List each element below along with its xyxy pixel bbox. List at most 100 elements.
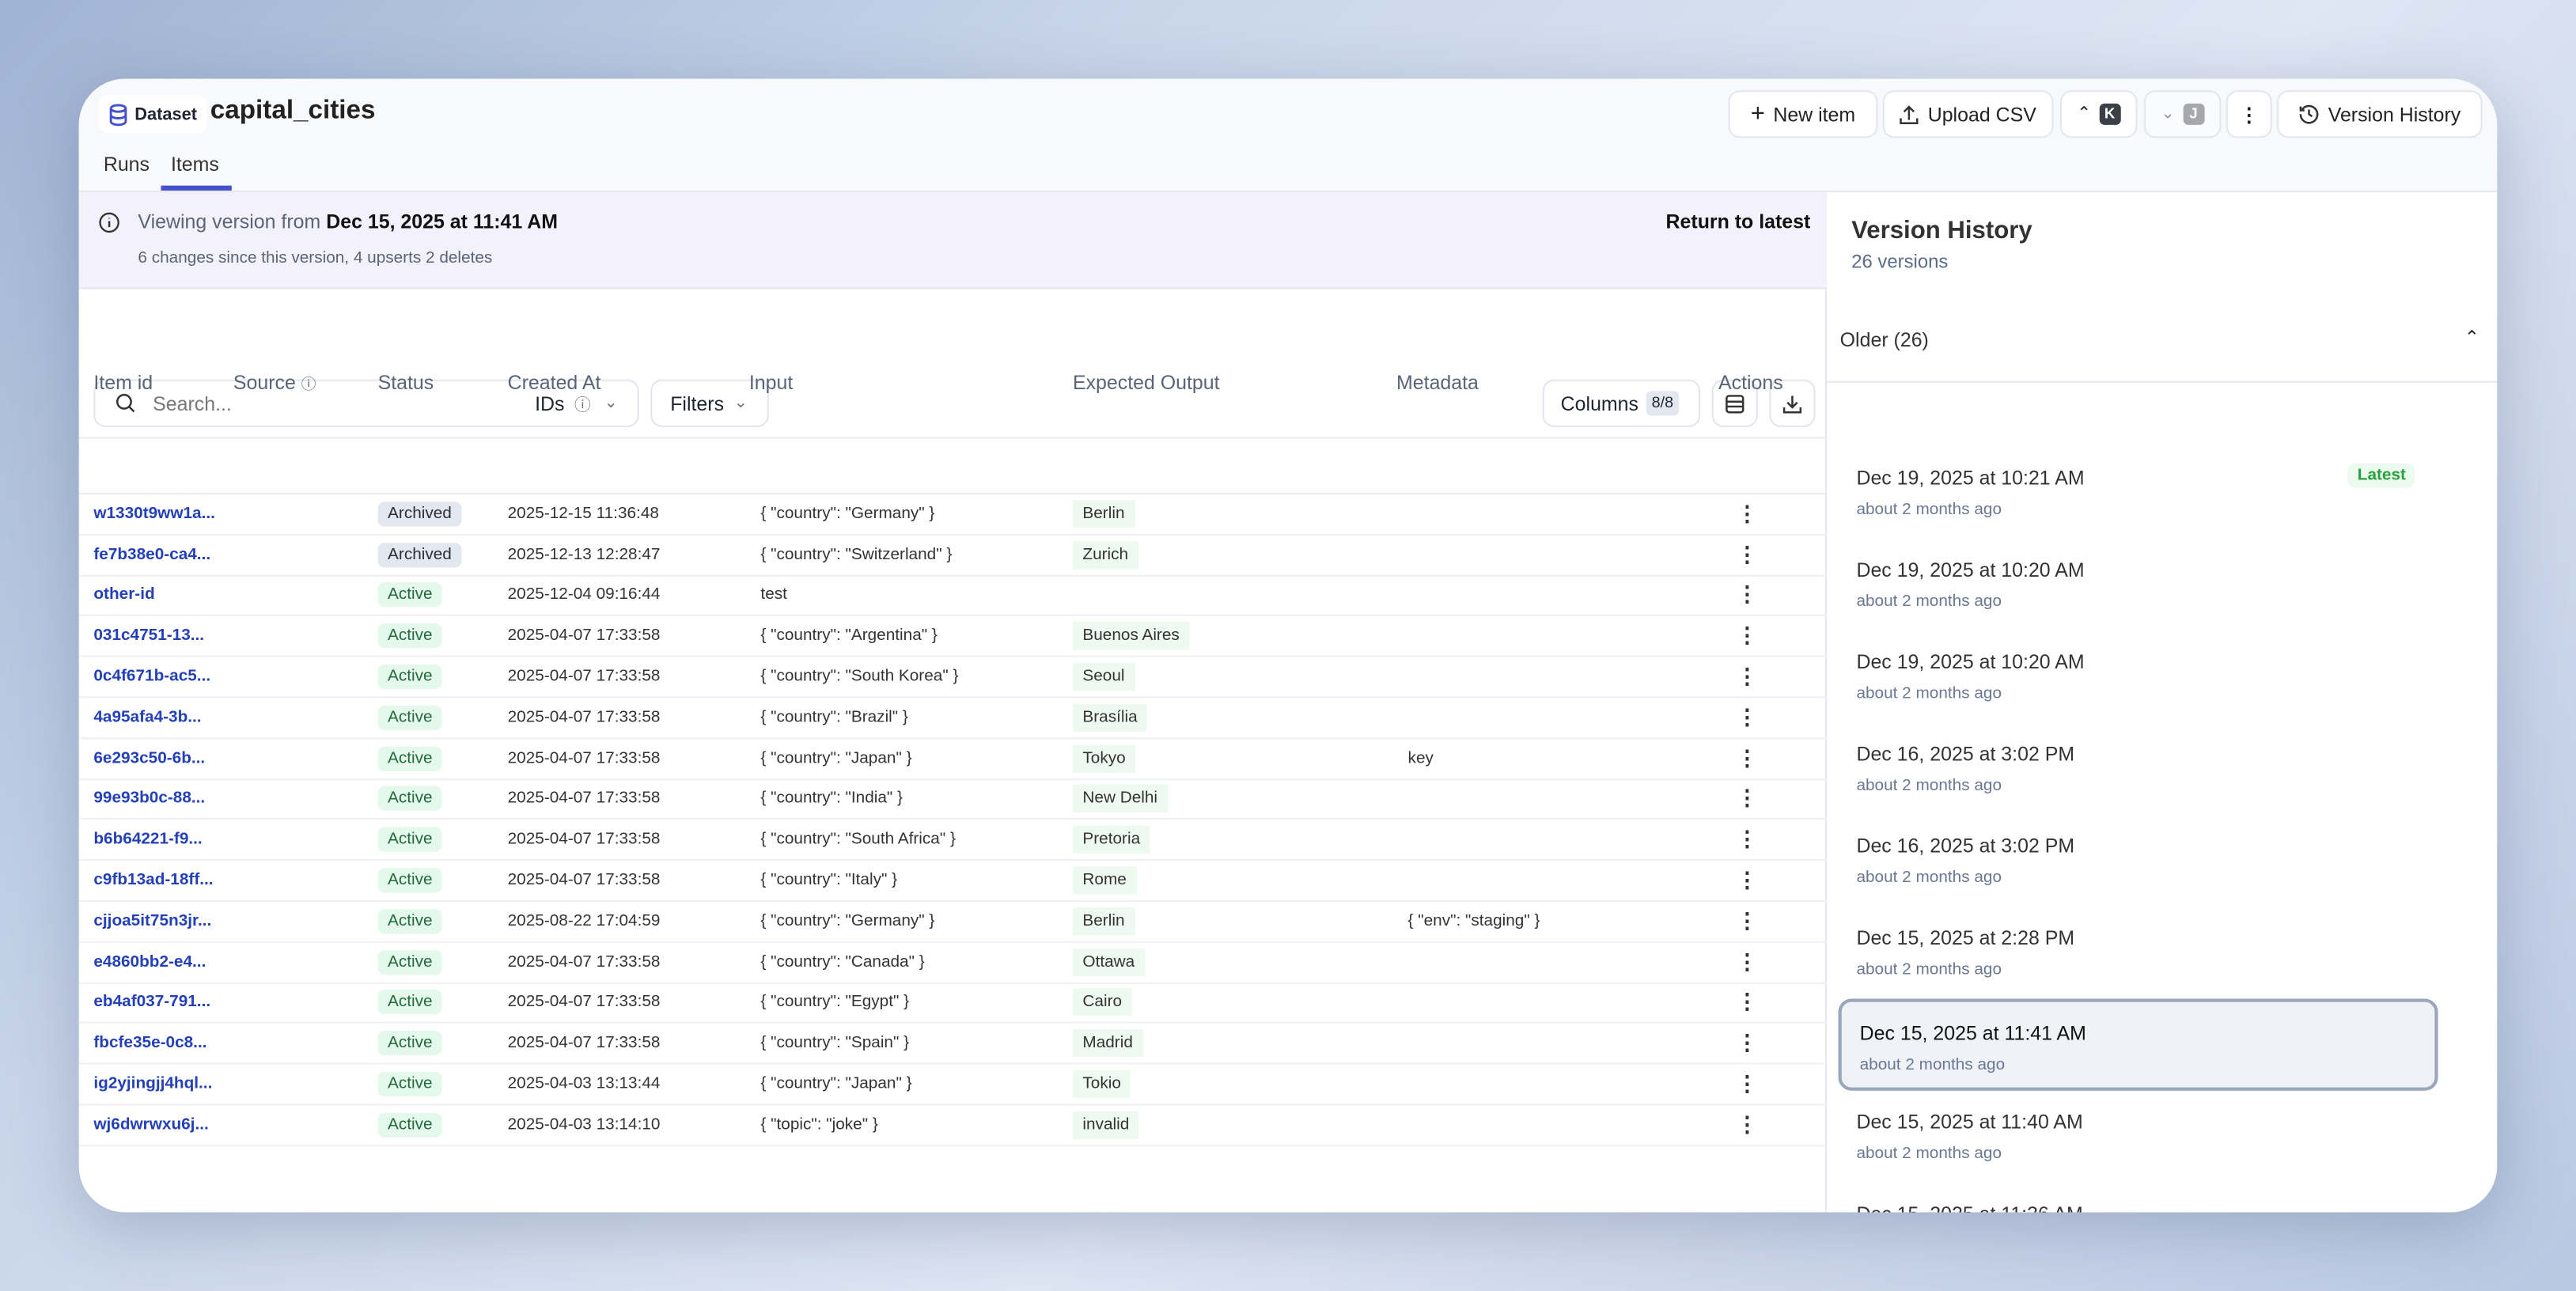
table-row[interactable]: 031c4751-13... Active 2025-04-07 17:33:5… — [78, 616, 1828, 657]
version-item[interactable]: Dec 15, 2025 at 11:41 AM about 2 months … — [1838, 998, 2438, 1091]
version-relative-time: about 2 months ago — [1856, 684, 2002, 703]
new-item-label: New item — [1773, 102, 1856, 126]
table-row[interactable]: b6b64221-f9... Active 2025-04-07 17:33:5… — [78, 820, 1828, 861]
row-actions-menu-icon[interactable]: ⋮ — [1736, 745, 1758, 770]
status-badge: Active — [377, 949, 443, 975]
item-id-link[interactable]: cjjoa5it75n3jr... — [93, 912, 212, 931]
status-badge: Active — [377, 583, 443, 608]
row-actions-menu-icon[interactable]: ⋮ — [1736, 1030, 1758, 1055]
column-header-created-at[interactable]: Created At — [507, 371, 601, 395]
column-header-item-id[interactable]: Item id — [93, 371, 153, 395]
column-header-metadata[interactable]: Metadata — [1396, 371, 1479, 395]
version-item[interactable]: Dec 19, 2025 at 10:20 AM about 2 months … — [1839, 630, 2438, 722]
item-id-link[interactable]: w1330t9ww1a... — [93, 505, 215, 524]
ids-selector[interactable]: IDs — [535, 392, 565, 415]
more-options-button[interactable]: ⋮ — [2226, 90, 2272, 138]
version-history-button[interactable]: Version History — [2277, 90, 2483, 138]
table-row[interactable]: ig2yjingjj4hql... Active 2025-04-03 13:1… — [78, 1065, 1828, 1106]
column-header-expected-output[interactable]: Expected Output — [1072, 371, 1220, 395]
row-actions-menu-icon[interactable]: ⋮ — [1736, 990, 1758, 1015]
version-relative-time: about 2 months ago — [1856, 869, 2002, 888]
row-actions-menu-icon[interactable]: ⋮ — [1736, 704, 1758, 729]
item-id-link[interactable]: other-id — [93, 586, 155, 605]
item-id-link[interactable]: 6e293c50-6b... — [93, 749, 206, 768]
created-at: 2025-04-07 17:33:58 — [507, 627, 661, 646]
table-row[interactable]: cjjoa5it75n3jr... Active 2025-08-22 17:0… — [78, 902, 1828, 943]
table-row[interactable]: 99e93b0c-88... Active 2025-04-07 17:33:5… — [78, 779, 1828, 820]
item-id-link[interactable]: 0c4f671b-ac5... — [93, 668, 211, 687]
row-actions-menu-icon[interactable]: ⋮ — [1736, 1071, 1758, 1096]
table-row[interactable]: e4860bb2-e4... Active 2025-04-07 17:33:5… — [78, 942, 1828, 983]
row-actions-menu-icon[interactable]: ⋮ — [1736, 948, 1758, 974]
info-icon: ⓘ — [301, 376, 316, 393]
version-item[interactable]: Dec 15, 2025 at 11:36 AM about 2 months … — [1839, 1183, 2438, 1212]
item-id-link[interactable]: e4860bb2-e4... — [93, 952, 206, 971]
item-id-link[interactable]: 99e93b0c-88... — [93, 789, 206, 808]
version-item[interactable]: Dec 19, 2025 at 10:21 AM about 2 months … — [1839, 447, 2438, 539]
tab-runs[interactable]: Runs — [103, 153, 150, 176]
row-actions-menu-icon[interactable]: ⋮ — [1736, 867, 1758, 892]
version-date: Dec 19, 2025 at 10:20 AM — [1856, 558, 2085, 582]
row-actions-menu-icon[interactable]: ⋮ — [1736, 786, 1758, 811]
input-cell: test — [760, 586, 787, 605]
table-row[interactable]: wj6dwrwxu6j... Active 2025-04-03 13:14:1… — [78, 1105, 1828, 1146]
older-group-header[interactable]: Older (26) — [1839, 328, 1929, 352]
input-cell: { "country": "Japan" } — [760, 1075, 912, 1094]
input-cell: { "country": "Italy" } — [760, 871, 898, 890]
table-row[interactable]: 4a95afa4-3b... Active 2025-04-07 17:33:5… — [78, 699, 1828, 740]
column-header-input[interactable]: Input — [748, 371, 794, 395]
version-item[interactable]: Dec 19, 2025 at 10:20 AM about 2 months … — [1839, 539, 2438, 630]
row-actions-menu-icon[interactable]: ⋮ — [1736, 1111, 1758, 1137]
created-at: 2025-04-07 17:33:58 — [507, 1034, 661, 1053]
created-at: 2025-04-07 17:33:58 — [507, 789, 661, 808]
chevron-up-icon[interactable]: ⌃ — [2464, 328, 2479, 349]
new-item-button[interactable]: + New item — [1728, 90, 1878, 138]
status-badge: Archived — [377, 542, 462, 567]
item-id-link[interactable]: fbcfe35e-0c8... — [93, 1034, 207, 1053]
table-row[interactable]: fe7b38e0-ca4... Archived 2025-12-13 12:2… — [78, 536, 1828, 577]
table-row[interactable]: other-id Active 2025-12-04 09:16:44 test… — [78, 576, 1828, 617]
column-header-source[interactable]: Source ⓘ — [233, 371, 316, 394]
version-item[interactable]: Dec 15, 2025 at 2:28 PM about 2 months a… — [1839, 907, 2438, 998]
previous-item-button[interactable]: ⌃ K — [2059, 90, 2138, 138]
columns-button[interactable]: Columns 8/8 — [1542, 379, 1701, 427]
database-icon — [109, 103, 127, 126]
row-actions-menu-icon[interactable]: ⋮ — [1736, 541, 1758, 566]
row-density-button[interactable] — [1711, 379, 1758, 427]
version-item[interactable]: Dec 16, 2025 at 3:02 PM about 2 months a… — [1839, 815, 2438, 907]
filters-button[interactable]: Filters ⌄ — [650, 379, 769, 427]
search-box[interactable]: Search... IDs ⓘ ⌄ — [93, 379, 639, 427]
download-button[interactable] — [1769, 379, 1816, 427]
item-id-link[interactable]: ig2yjingjj4hql... — [93, 1075, 213, 1094]
search-input[interactable]: Search... — [153, 392, 232, 415]
table-row[interactable]: c9fb13ad-18ff... Active 2025-04-07 17:33… — [78, 861, 1828, 902]
tab-items[interactable]: Items — [170, 153, 219, 176]
version-item[interactable]: Dec 15, 2025 at 11:40 AM about 2 months … — [1839, 1091, 2438, 1183]
item-id-link[interactable]: fe7b38e0-ca4... — [93, 545, 211, 564]
table-row[interactable]: w1330t9ww1a... Archived 2025-12-15 11:36… — [78, 494, 1828, 536]
column-header-status[interactable]: Status — [377, 371, 434, 395]
row-actions-menu-icon[interactable]: ⋮ — [1736, 827, 1758, 852]
item-id-link[interactable]: c9fb13ad-18ff... — [93, 871, 214, 890]
table-row[interactable]: 6e293c50-6b... Active 2025-04-07 17:33:5… — [78, 739, 1828, 780]
table-row[interactable]: fbcfe35e-0c8... Active 2025-04-07 17:33:… — [78, 1024, 1828, 1065]
item-id-link[interactable]: eb4af037-791... — [93, 994, 211, 1013]
item-id-link[interactable]: b6b64221-f9... — [93, 831, 203, 850]
table-row[interactable]: 0c4f671b-ac5... Active 2025-04-07 17:33:… — [78, 657, 1828, 699]
upload-csv-button[interactable]: Upload CSV — [1882, 90, 2054, 138]
version-item[interactable]: Dec 16, 2025 at 3:02 PM about 2 months a… — [1839, 723, 2438, 815]
row-actions-menu-icon[interactable]: ⋮ — [1736, 582, 1758, 608]
expected-output-cell: invalid — [1072, 1111, 1139, 1139]
next-item-button[interactable]: ⌄ J — [2143, 90, 2222, 138]
row-actions-menu-icon[interactable]: ⋮ — [1736, 908, 1758, 933]
table-row[interactable]: eb4af037-791... Active 2025-04-07 17:33:… — [78, 983, 1828, 1024]
chevron-down-icon: ⌄ — [604, 394, 618, 413]
row-actions-menu-icon[interactable]: ⋮ — [1736, 664, 1758, 689]
item-id-link[interactable]: 4a95afa4-3b... — [93, 708, 202, 727]
created-at: 2025-04-07 17:33:58 — [507, 994, 661, 1013]
item-id-link[interactable]: 031c4751-13... — [93, 627, 205, 646]
row-actions-menu-icon[interactable]: ⋮ — [1736, 623, 1758, 648]
row-actions-menu-icon[interactable]: ⋮ — [1736, 501, 1758, 526]
return-to-latest-button[interactable]: Return to latest — [1665, 210, 1811, 233]
item-id-link[interactable]: wj6dwrwxu6j... — [93, 1115, 209, 1134]
